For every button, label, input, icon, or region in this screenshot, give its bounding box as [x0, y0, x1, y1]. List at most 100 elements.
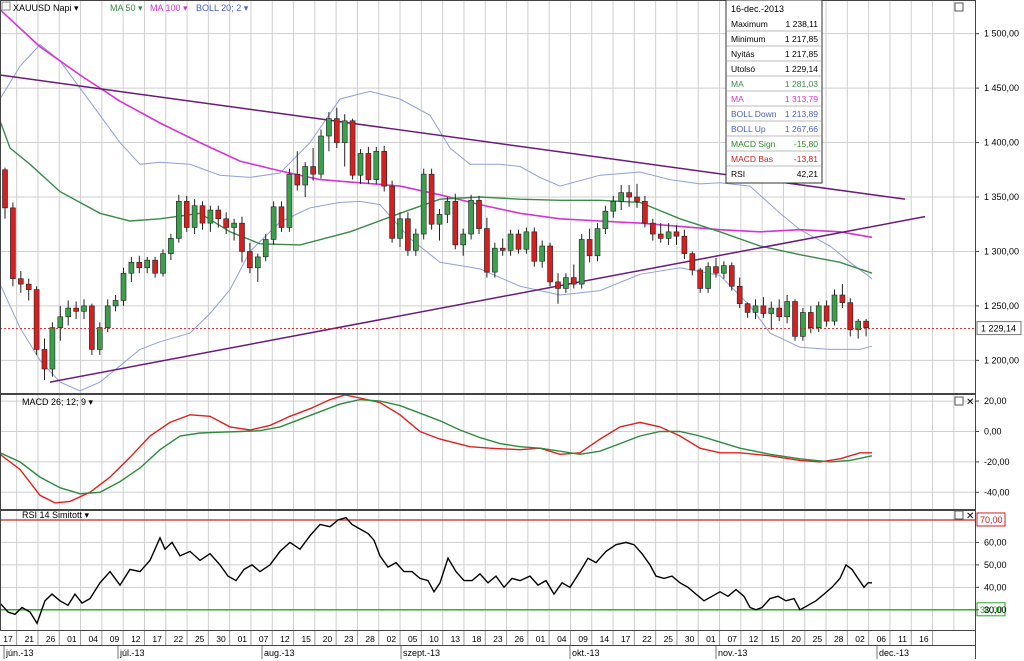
candle-body[interactable]: [578, 239, 585, 285]
candle-body[interactable]: [65, 307, 71, 318]
candle-body[interactable]: [215, 209, 222, 220]
candle-body[interactable]: [665, 231, 672, 239]
candle-body[interactable]: [2, 169, 8, 209]
candle-body[interactable]: [507, 233, 514, 251]
candle-body[interactable]: [563, 277, 569, 289]
candle-body[interactable]: [515, 233, 522, 250]
candle-body[interactable]: [302, 166, 309, 186]
candle-body[interactable]: [104, 305, 111, 328]
candle-body[interactable]: [223, 218, 229, 228]
candle-body[interactable]: [626, 192, 632, 198]
candle-body[interactable]: [294, 173, 301, 186]
candle-body[interactable]: [112, 300, 119, 307]
candle-body[interactable]: [97, 327, 103, 350]
candle-body[interactable]: [744, 303, 751, 313]
candle-body[interactable]: [144, 259, 150, 269]
candle-body[interactable]: [239, 222, 245, 252]
candle-body[interactable]: [128, 262, 135, 274]
candle-body[interactable]: [697, 269, 704, 289]
candle-body[interactable]: [255, 256, 261, 269]
candle-body[interactable]: [649, 222, 656, 235]
candle-body[interactable]: [120, 272, 127, 301]
candle-body[interactable]: [278, 206, 285, 228]
candle-body[interactable]: [673, 231, 680, 237]
candle-body[interactable]: [81, 305, 87, 312]
candle-body[interactable]: [397, 218, 403, 239]
macd-title[interactable]: MACD 26; 12; 9 ▾: [22, 397, 94, 407]
candle-body[interactable]: [602, 210, 609, 229]
candle-body[interactable]: [420, 173, 427, 235]
candle-body[interactable]: [207, 209, 214, 224]
candle-body[interactable]: [17, 278, 24, 285]
candle-body[interactable]: [823, 305, 830, 322]
candle-body[interactable]: [247, 251, 253, 269]
candle-body[interactable]: [594, 228, 601, 257]
macd-panel[interactable]: [0, 394, 873, 504]
candle-body[interactable]: [736, 285, 743, 305]
candle-body[interactable]: [847, 302, 854, 331]
candle-body[interactable]: [863, 320, 869, 328]
candle-body[interactable]: [41, 349, 48, 370]
candle-body[interactable]: [642, 201, 648, 224]
symbol-label[interactable]: XAUUSD Napi ▾: [13, 3, 79, 13]
candle-body[interactable]: [389, 185, 395, 239]
candle-body[interactable]: [760, 305, 767, 314]
macd-close-icon[interactable]: ✕: [966, 397, 974, 408]
chart-menu-icon[interactable]: [1, 1, 11, 11]
candle-body[interactable]: [531, 231, 538, 262]
candle-body[interactable]: [428, 173, 435, 225]
candle-body[interactable]: [183, 201, 190, 228]
trendline[interactable]: [49, 215, 926, 383]
boll-label[interactable]: BOLL 20; 2 ▾: [196, 3, 249, 13]
candle-body[interactable]: [784, 301, 790, 318]
candle-body[interactable]: [25, 283, 32, 290]
candle-body[interactable]: [136, 262, 143, 269]
candle-body[interactable]: [491, 247, 498, 273]
candle-body[interactable]: [270, 206, 277, 240]
candle-body[interactable]: [365, 153, 372, 180]
candle-body[interactable]: [73, 307, 79, 312]
candle-body[interactable]: [33, 289, 40, 350]
candle-body[interactable]: [10, 207, 16, 279]
candle-body[interactable]: [412, 233, 419, 251]
candle-body[interactable]: [610, 201, 617, 212]
candle-body[interactable]: [634, 196, 640, 202]
candle-body[interactable]: [484, 228, 490, 273]
candle-body[interactable]: [310, 166, 316, 175]
candle-body[interactable]: [373, 150, 380, 180]
candle-body[interactable]: [160, 253, 166, 274]
candle-body[interactable]: [357, 153, 364, 176]
candle-body[interactable]: [152, 259, 158, 274]
candle-body[interactable]: [752, 305, 759, 313]
candle-body[interactable]: [57, 316, 64, 328]
candle-body[interactable]: [176, 201, 182, 239]
ma100-label[interactable]: MA 100 ▾: [150, 3, 188, 13]
candle-body[interactable]: [349, 120, 356, 176]
candle-body[interactable]: [341, 120, 348, 143]
candle-body[interactable]: [333, 118, 340, 143]
price-panel[interactable]: 1 229,14: [0, 9, 1022, 392]
candle-body[interactable]: [768, 307, 775, 314]
candle-body[interactable]: [618, 192, 625, 202]
candle-body[interactable]: [191, 205, 198, 228]
candle-body[interactable]: [728, 265, 735, 287]
candle-body[interactable]: [547, 245, 553, 283]
candle-body[interactable]: [831, 294, 838, 322]
candle-body[interactable]: [231, 222, 237, 228]
rsi-title[interactable]: RSI 14 Simitott ▾: [22, 510, 90, 520]
ma50-label[interactable]: MA 50 ▾: [110, 3, 143, 13]
candle-body[interactable]: [815, 305, 822, 328]
candle-body[interactable]: [444, 201, 451, 215]
candle-body[interactable]: [807, 312, 814, 328]
candle-body[interactable]: [800, 312, 806, 337]
candle-body[interactable]: [539, 245, 546, 262]
candle-body[interactable]: [586, 239, 593, 257]
candle-body[interactable]: [776, 307, 783, 318]
rsi-maximize-icon[interactable]: [954, 510, 964, 520]
candle-body[interactable]: [199, 205, 206, 224]
candle-body[interactable]: [721, 265, 727, 274]
candle-body[interactable]: [839, 294, 846, 303]
candle-body[interactable]: [681, 235, 688, 254]
candle-body[interactable]: [436, 214, 443, 225]
